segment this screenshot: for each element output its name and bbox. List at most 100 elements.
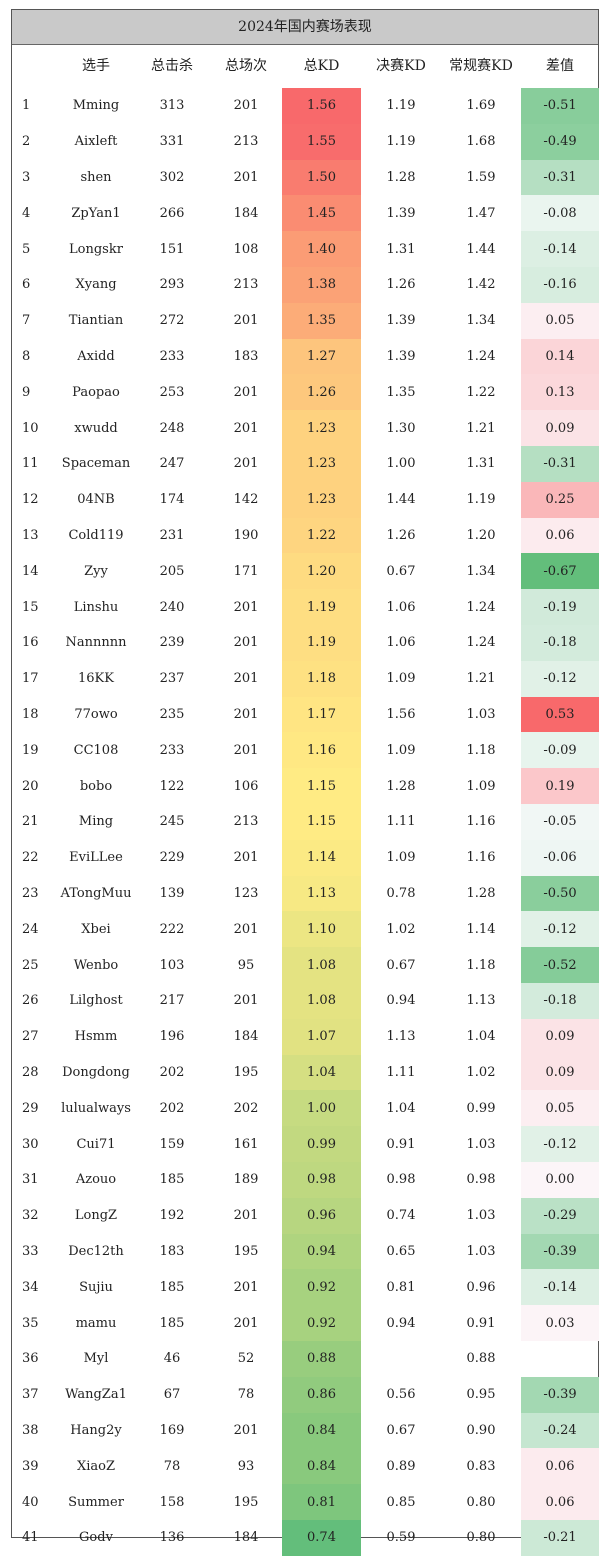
cell-rank: 23 (22, 885, 39, 901)
cell-player: bobo (79, 778, 113, 794)
cell-rank: 1 (22, 98, 31, 114)
cell-kills: 229 (159, 850, 185, 866)
cell-player: xwudd (74, 420, 118, 436)
cell-final-kd: 1.19 (386, 98, 416, 114)
cell-regular-kd: 0.80 (466, 1530, 496, 1546)
cell-kills: 235 (159, 706, 185, 722)
cell-kills: 217 (159, 993, 185, 1009)
cell-player: mamu (75, 1315, 117, 1331)
cell-kd: 0.94 (282, 1233, 361, 1270)
table-row: 25 Wenbo 103 95 1.08 0.67 1.18 -0.52 (12, 947, 599, 983)
cell-diff (521, 1341, 599, 1377)
header-regular-kd: 常规赛KD (449, 58, 513, 74)
cell-kd: 1.23 (282, 481, 361, 518)
cell-kd: 1.07 (282, 1018, 361, 1055)
cell-final-kd: 1.39 (386, 205, 416, 221)
cell-final-kd: 0.67 (386, 1422, 416, 1438)
table-row: 6 Xyang 293 213 1.38 1.26 1.42 -0.16 (12, 267, 599, 303)
cell-matches: 201 (233, 742, 259, 758)
cell-kd: 1.26 (282, 374, 361, 411)
cell-kills: 248 (159, 420, 185, 436)
cell-kd: 0.86 (282, 1376, 361, 1413)
table-row: 34 Sujiu 185 201 0.92 0.81 0.96 -0.14 (12, 1269, 599, 1306)
cell-player: Spaceman (61, 456, 131, 472)
cell-rank: 37 (22, 1387, 39, 1403)
cell-matches: 201 (233, 98, 259, 114)
cell-final-kd: 1.28 (386, 778, 416, 794)
table-row: 13 Cold119 231 190 1.22 1.26 1.20 0.06 (12, 517, 599, 554)
cell-kills: 159 (159, 1136, 185, 1152)
cell-kills: 122 (159, 778, 185, 794)
cell-matches: 201 (233, 313, 259, 329)
cell-regular-kd: 1.69 (466, 98, 496, 114)
table-row: 21 Ming 245 213 1.15 1.11 1.16 -0.05 (12, 804, 599, 840)
cell-rank: 13 (22, 527, 39, 543)
cell-diff: -0.50 (521, 875, 599, 912)
table-row: 38 Hang2y 169 201 0.84 0.67 0.90 -0.24 (12, 1412, 599, 1449)
cell-matches: 195 (233, 1064, 259, 1080)
cell-rank: 16 (22, 635, 39, 651)
table-row: 14 Zyy 205 171 1.20 0.67 1.34 -0.67 (12, 553, 599, 590)
cell-final-kd: 1.26 (386, 277, 416, 293)
cell-matches: 52 (237, 1351, 255, 1367)
cell-regular-kd: 1.42 (466, 277, 496, 293)
cell-kills: 205 (159, 563, 185, 579)
cell-regular-kd: 0.90 (466, 1422, 496, 1438)
table-row: 5 Longskr 151 108 1.40 1.31 1.44 -0.14 (12, 231, 599, 267)
cell-matches: 213 (233, 814, 259, 830)
cell-diff: -0.12 (521, 1126, 599, 1162)
cell-matches: 195 (233, 1243, 259, 1259)
cell-regular-kd: 1.02 (466, 1064, 496, 1080)
cell-kd: 1.08 (282, 947, 361, 983)
cell-final-kd: 0.67 (386, 957, 416, 973)
cell-rank: 17 (22, 671, 39, 687)
cell-player: CC108 (73, 742, 119, 758)
cell-player: Azouo (75, 1172, 117, 1188)
cell-diff: -0.39 (521, 1233, 599, 1270)
cell-kills: 233 (159, 348, 185, 364)
cell-kills: 231 (159, 527, 185, 543)
cell-kills: 247 (159, 456, 185, 472)
cell-regular-kd: 1.24 (466, 599, 496, 615)
cell-diff: -0.05 (521, 804, 599, 840)
cell-final-kd: 1.28 (386, 169, 416, 185)
cell-rank: 28 (22, 1064, 39, 1080)
cell-rank: 25 (22, 957, 39, 973)
cell-rank: 4 (22, 205, 31, 221)
cell-player: Aixleft (74, 134, 118, 150)
cell-kd: 0.84 (282, 1448, 361, 1485)
cell-diff: -0.31 (521, 446, 599, 482)
table-row: 8 Axidd 233 183 1.27 1.39 1.24 0.14 (12, 338, 599, 375)
cell-regular-kd: 0.91 (466, 1315, 496, 1331)
cell-player: Tiantian (68, 313, 124, 329)
table-row: 19 CC108 233 201 1.16 1.09 1.18 -0.09 (12, 732, 599, 769)
cell-regular-kd: 0.95 (466, 1387, 496, 1403)
cell-rank: 27 (22, 1029, 39, 1045)
cell-rank: 7 (22, 313, 31, 329)
cell-matches: 201 (233, 706, 259, 722)
cell-diff: -0.67 (521, 553, 599, 590)
cell-kills: 222 (159, 921, 185, 937)
cell-kd: 1.56 (282, 88, 361, 124)
table-row: 35 mamu 185 201 0.92 0.94 0.91 0.03 (12, 1305, 599, 1341)
cell-matches: 213 (233, 277, 259, 293)
cell-kills: 202 (159, 1064, 185, 1080)
cell-diff: 0.06 (521, 1448, 599, 1485)
cell-rank: 22 (22, 850, 39, 866)
cell-player: 16KK (78, 671, 114, 687)
table-row: 37 WangZa1 67 78 0.86 0.56 0.95 -0.39 (12, 1376, 599, 1413)
cell-diff: -0.06 (521, 839, 599, 876)
cell-player: Zyy (84, 563, 108, 579)
cell-final-kd: 0.65 (386, 1243, 416, 1259)
cell-kills: 293 (159, 277, 185, 293)
table-row: 7 Tiantian 272 201 1.35 1.39 1.34 0.05 (12, 302, 599, 339)
cell-diff: 0.06 (521, 517, 599, 554)
cell-regular-kd: 1.04 (466, 1029, 496, 1045)
cell-kills: 237 (159, 671, 185, 687)
cell-kills: 266 (159, 205, 185, 221)
cell-player: 04NB (77, 492, 115, 508)
cell-regular-kd: 0.88 (466, 1351, 496, 1367)
cell-diff: -0.51 (521, 88, 599, 124)
cell-kd: 1.40 (282, 231, 361, 267)
cell-rank: 21 (22, 814, 39, 830)
